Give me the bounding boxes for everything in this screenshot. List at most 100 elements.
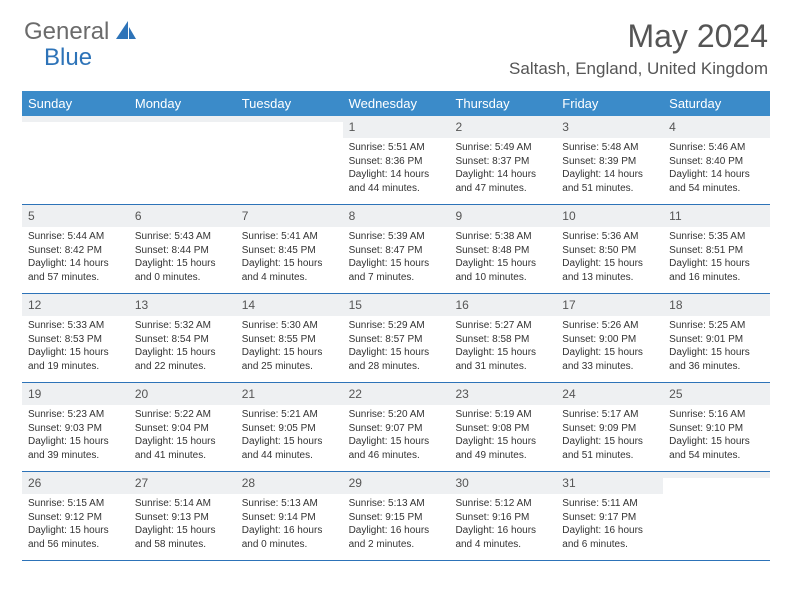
sunrise-text: Sunrise: 5:48 AM: [562, 141, 657, 155]
sunrise-text: Sunrise: 5:35 AM: [669, 230, 764, 244]
day-11: 11Sunrise: 5:35 AMSunset: 8:51 PMDayligh…: [663, 205, 770, 293]
day-29: 29Sunrise: 5:13 AMSunset: 9:15 PMDayligh…: [343, 472, 450, 560]
day-number: 17: [556, 294, 663, 316]
day-number: 1: [343, 116, 450, 138]
daylight-text: Daylight: 15 hours and 31 minutes.: [455, 346, 550, 373]
day-number: 29: [343, 472, 450, 494]
sunset-text: Sunset: 8:37 PM: [455, 155, 550, 169]
day-body: Sunrise: 5:22 AMSunset: 9:04 PMDaylight:…: [129, 405, 236, 468]
day-7: 7Sunrise: 5:41 AMSunset: 8:45 PMDaylight…: [236, 205, 343, 293]
sunrise-text: Sunrise: 5:23 AM: [28, 408, 123, 422]
day-4: 4Sunrise: 5:46 AMSunset: 8:40 PMDaylight…: [663, 116, 770, 204]
logo: General Blue: [24, 18, 140, 46]
daylight-text: Daylight: 15 hours and 36 minutes.: [669, 346, 764, 373]
day-body: Sunrise: 5:30 AMSunset: 8:55 PMDaylight:…: [236, 316, 343, 379]
sunset-text: Sunset: 8:36 PM: [349, 155, 444, 169]
sunrise-text: Sunrise: 5:39 AM: [349, 230, 444, 244]
sunset-text: Sunset: 9:04 PM: [135, 422, 230, 436]
day-body: [22, 122, 129, 131]
sunset-text: Sunset: 8:54 PM: [135, 333, 230, 347]
day-31: 31Sunrise: 5:11 AMSunset: 9:17 PMDayligh…: [556, 472, 663, 560]
day-number: 20: [129, 383, 236, 405]
daylight-text: Daylight: 15 hours and 16 minutes.: [669, 257, 764, 284]
daylight-text: Daylight: 15 hours and 49 minutes.: [455, 435, 550, 462]
day-body: [663, 478, 770, 487]
header: General Blue May 2024 Saltash, England, …: [0, 0, 792, 85]
day-17: 17Sunrise: 5:26 AMSunset: 9:00 PMDayligh…: [556, 294, 663, 382]
day-number: 26: [22, 472, 129, 494]
day-24: 24Sunrise: 5:17 AMSunset: 9:09 PMDayligh…: [556, 383, 663, 471]
daylight-text: Daylight: 16 hours and 6 minutes.: [562, 524, 657, 551]
daylight-text: Daylight: 15 hours and 4 minutes.: [242, 257, 337, 284]
day-body: Sunrise: 5:36 AMSunset: 8:50 PMDaylight:…: [556, 227, 663, 290]
day-body: Sunrise: 5:33 AMSunset: 8:53 PMDaylight:…: [22, 316, 129, 379]
day-number: 19: [22, 383, 129, 405]
sunset-text: Sunset: 9:17 PM: [562, 511, 657, 525]
sunrise-text: Sunrise: 5:27 AM: [455, 319, 550, 333]
day-16: 16Sunrise: 5:27 AMSunset: 8:58 PMDayligh…: [449, 294, 556, 382]
daylight-text: Daylight: 15 hours and 39 minutes.: [28, 435, 123, 462]
daylight-text: Daylight: 15 hours and 41 minutes.: [135, 435, 230, 462]
daylight-text: Daylight: 14 hours and 47 minutes.: [455, 168, 550, 195]
day-body: Sunrise: 5:17 AMSunset: 9:09 PMDaylight:…: [556, 405, 663, 468]
day-12: 12Sunrise: 5:33 AMSunset: 8:53 PMDayligh…: [22, 294, 129, 382]
sunset-text: Sunset: 8:40 PM: [669, 155, 764, 169]
day-14: 14Sunrise: 5:30 AMSunset: 8:55 PMDayligh…: [236, 294, 343, 382]
day-2: 2Sunrise: 5:49 AMSunset: 8:37 PMDaylight…: [449, 116, 556, 204]
daylight-text: Daylight: 14 hours and 51 minutes.: [562, 168, 657, 195]
week-row: 19Sunrise: 5:23 AMSunset: 9:03 PMDayligh…: [22, 383, 770, 472]
day-9: 9Sunrise: 5:38 AMSunset: 8:48 PMDaylight…: [449, 205, 556, 293]
day-body: Sunrise: 5:13 AMSunset: 9:14 PMDaylight:…: [236, 494, 343, 557]
day-number: 28: [236, 472, 343, 494]
day-number: 6: [129, 205, 236, 227]
day-number: 10: [556, 205, 663, 227]
sunset-text: Sunset: 9:08 PM: [455, 422, 550, 436]
sunset-text: Sunset: 9:10 PM: [669, 422, 764, 436]
day-20: 20Sunrise: 5:22 AMSunset: 9:04 PMDayligh…: [129, 383, 236, 471]
sunset-text: Sunset: 9:09 PM: [562, 422, 657, 436]
sunset-text: Sunset: 8:53 PM: [28, 333, 123, 347]
sunrise-text: Sunrise: 5:44 AM: [28, 230, 123, 244]
day-number: 27: [129, 472, 236, 494]
empty-day: [22, 116, 129, 204]
calendar: SundayMondayTuesdayWednesdayThursdayFrid…: [22, 91, 770, 561]
day-body: Sunrise: 5:39 AMSunset: 8:47 PMDaylight:…: [343, 227, 450, 290]
sunset-text: Sunset: 8:55 PM: [242, 333, 337, 347]
daylight-text: Daylight: 15 hours and 19 minutes.: [28, 346, 123, 373]
day-body: Sunrise: 5:51 AMSunset: 8:36 PMDaylight:…: [343, 138, 450, 201]
daylight-text: Daylight: 14 hours and 57 minutes.: [28, 257, 123, 284]
day-23: 23Sunrise: 5:19 AMSunset: 9:08 PMDayligh…: [449, 383, 556, 471]
day-number: 25: [663, 383, 770, 405]
sunset-text: Sunset: 8:44 PM: [135, 244, 230, 258]
day-number: 18: [663, 294, 770, 316]
day-body: Sunrise: 5:44 AMSunset: 8:42 PMDaylight:…: [22, 227, 129, 290]
day-number: 12: [22, 294, 129, 316]
day-body: Sunrise: 5:16 AMSunset: 9:10 PMDaylight:…: [663, 405, 770, 468]
day-body: Sunrise: 5:32 AMSunset: 8:54 PMDaylight:…: [129, 316, 236, 379]
sunrise-text: Sunrise: 5:41 AM: [242, 230, 337, 244]
day-number: 4: [663, 116, 770, 138]
weekday-friday: Friday: [556, 91, 663, 116]
daylight-text: Daylight: 15 hours and 28 minutes.: [349, 346, 444, 373]
day-body: Sunrise: 5:38 AMSunset: 8:48 PMDaylight:…: [449, 227, 556, 290]
day-body: Sunrise: 5:43 AMSunset: 8:44 PMDaylight:…: [129, 227, 236, 290]
day-body: Sunrise: 5:46 AMSunset: 8:40 PMDaylight:…: [663, 138, 770, 201]
day-body: Sunrise: 5:12 AMSunset: 9:16 PMDaylight:…: [449, 494, 556, 557]
sunset-text: Sunset: 9:16 PM: [455, 511, 550, 525]
weekday-saturday: Saturday: [663, 91, 770, 116]
day-body: Sunrise: 5:35 AMSunset: 8:51 PMDaylight:…: [663, 227, 770, 290]
sunrise-text: Sunrise: 5:21 AM: [242, 408, 337, 422]
day-number: 31: [556, 472, 663, 494]
daylight-text: Daylight: 15 hours and 7 minutes.: [349, 257, 444, 284]
sunrise-text: Sunrise: 5:38 AM: [455, 230, 550, 244]
sunset-text: Sunset: 9:13 PM: [135, 511, 230, 525]
sunrise-text: Sunrise: 5:12 AM: [455, 497, 550, 511]
sunset-text: Sunset: 9:05 PM: [242, 422, 337, 436]
sunset-text: Sunset: 9:03 PM: [28, 422, 123, 436]
daylight-text: Daylight: 15 hours and 54 minutes.: [669, 435, 764, 462]
week-row: 26Sunrise: 5:15 AMSunset: 9:12 PMDayligh…: [22, 472, 770, 561]
week-row: 5Sunrise: 5:44 AMSunset: 8:42 PMDaylight…: [22, 205, 770, 294]
weekday-monday: Monday: [129, 91, 236, 116]
day-body: Sunrise: 5:21 AMSunset: 9:05 PMDaylight:…: [236, 405, 343, 468]
sunset-text: Sunset: 8:58 PM: [455, 333, 550, 347]
